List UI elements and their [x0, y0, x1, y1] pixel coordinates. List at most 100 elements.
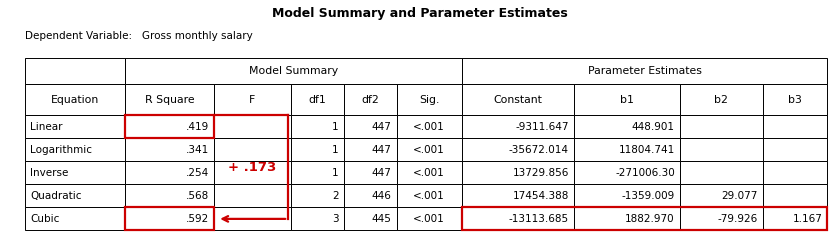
- Text: 1: 1: [332, 122, 339, 132]
- Text: 11804.741: 11804.741: [618, 145, 675, 155]
- Text: + .173: + .173: [228, 161, 276, 174]
- Bar: [214, 207, 291, 230]
- Bar: [462, 58, 827, 84]
- Bar: [462, 184, 574, 207]
- Bar: [125, 207, 214, 230]
- Bar: [574, 115, 680, 138]
- Bar: [291, 115, 344, 138]
- Text: 13729.856: 13729.856: [512, 168, 569, 178]
- Text: <.001: <.001: [413, 145, 445, 155]
- Bar: [344, 184, 396, 207]
- Bar: [291, 138, 344, 161]
- Text: -13113.685: -13113.685: [508, 214, 569, 224]
- Bar: [291, 184, 344, 207]
- Text: 446: 446: [372, 191, 391, 201]
- Text: 17454.388: 17454.388: [512, 191, 569, 201]
- Text: 448.901: 448.901: [632, 122, 675, 132]
- Bar: [291, 207, 344, 230]
- Text: Model Summary and Parameter Estimates: Model Summary and Parameter Estimates: [272, 7, 568, 20]
- Bar: [125, 58, 462, 84]
- Text: df2: df2: [361, 95, 379, 105]
- Text: 29.077: 29.077: [721, 191, 758, 201]
- Bar: [462, 138, 574, 161]
- Bar: [25, 161, 125, 184]
- Bar: [214, 184, 291, 207]
- Text: b2: b2: [714, 95, 728, 105]
- Bar: [25, 84, 125, 115]
- Bar: [462, 115, 574, 138]
- Bar: [680, 115, 763, 138]
- Text: -1359.009: -1359.009: [622, 191, 675, 201]
- Bar: [25, 138, 125, 161]
- Bar: [25, 184, 125, 207]
- Bar: [396, 84, 462, 115]
- Bar: [680, 184, 763, 207]
- Bar: [763, 115, 827, 138]
- Bar: [763, 138, 827, 161]
- Text: .568: .568: [186, 191, 209, 201]
- Text: Quadratic: Quadratic: [30, 191, 81, 201]
- Text: 447: 447: [372, 145, 391, 155]
- Bar: [344, 115, 396, 138]
- Text: Model Summary: Model Summary: [249, 66, 339, 76]
- Text: Cubic: Cubic: [30, 214, 60, 224]
- Text: Linear: Linear: [30, 122, 63, 132]
- Text: <.001: <.001: [413, 214, 445, 224]
- Bar: [291, 161, 344, 184]
- Text: 447: 447: [372, 168, 391, 178]
- Text: Equation: Equation: [51, 95, 99, 105]
- Bar: [763, 184, 827, 207]
- Text: Inverse: Inverse: [30, 168, 69, 178]
- Bar: [574, 138, 680, 161]
- Bar: [125, 115, 214, 138]
- Text: Parameter Estimates: Parameter Estimates: [588, 66, 701, 76]
- Text: <.001: <.001: [413, 168, 445, 178]
- Bar: [25, 115, 125, 138]
- Text: 1.167: 1.167: [792, 214, 822, 224]
- Bar: [125, 161, 214, 184]
- Bar: [125, 207, 214, 230]
- Text: 447: 447: [372, 122, 391, 132]
- Bar: [396, 161, 462, 184]
- Text: Dependent Variable:   Gross monthly salary: Dependent Variable: Gross monthly salary: [25, 31, 253, 41]
- Bar: [214, 161, 291, 184]
- Bar: [291, 84, 344, 115]
- Text: <.001: <.001: [413, 122, 445, 132]
- Bar: [574, 207, 680, 230]
- Text: 1: 1: [332, 145, 339, 155]
- Text: 2: 2: [332, 191, 339, 201]
- Bar: [462, 207, 574, 230]
- Bar: [763, 84, 827, 115]
- Bar: [462, 84, 574, 115]
- Text: 445: 445: [372, 214, 391, 224]
- Bar: [125, 115, 214, 138]
- Bar: [125, 84, 214, 115]
- Text: .254: .254: [186, 168, 209, 178]
- Bar: [396, 207, 462, 230]
- Bar: [396, 138, 462, 161]
- Bar: [25, 207, 125, 230]
- Bar: [462, 207, 827, 230]
- Bar: [344, 84, 396, 115]
- Text: df1: df1: [308, 95, 326, 105]
- Text: .341: .341: [186, 145, 209, 155]
- Bar: [763, 207, 827, 230]
- Text: <.001: <.001: [413, 191, 445, 201]
- Text: -35672.014: -35672.014: [509, 145, 569, 155]
- Text: 1882.970: 1882.970: [625, 214, 675, 224]
- Text: -79.926: -79.926: [717, 214, 758, 224]
- Text: .419: .419: [186, 122, 209, 132]
- Text: R Square: R Square: [145, 95, 195, 105]
- Text: b1: b1: [620, 95, 634, 105]
- Text: Sig.: Sig.: [419, 95, 439, 105]
- Bar: [680, 138, 763, 161]
- Bar: [763, 161, 827, 184]
- Bar: [125, 138, 214, 161]
- Text: -9311.647: -9311.647: [515, 122, 569, 132]
- Bar: [462, 161, 574, 184]
- Bar: [214, 138, 291, 161]
- Bar: [214, 84, 291, 115]
- Bar: [574, 84, 680, 115]
- Text: F: F: [249, 95, 255, 105]
- Text: -271006.30: -271006.30: [615, 168, 675, 178]
